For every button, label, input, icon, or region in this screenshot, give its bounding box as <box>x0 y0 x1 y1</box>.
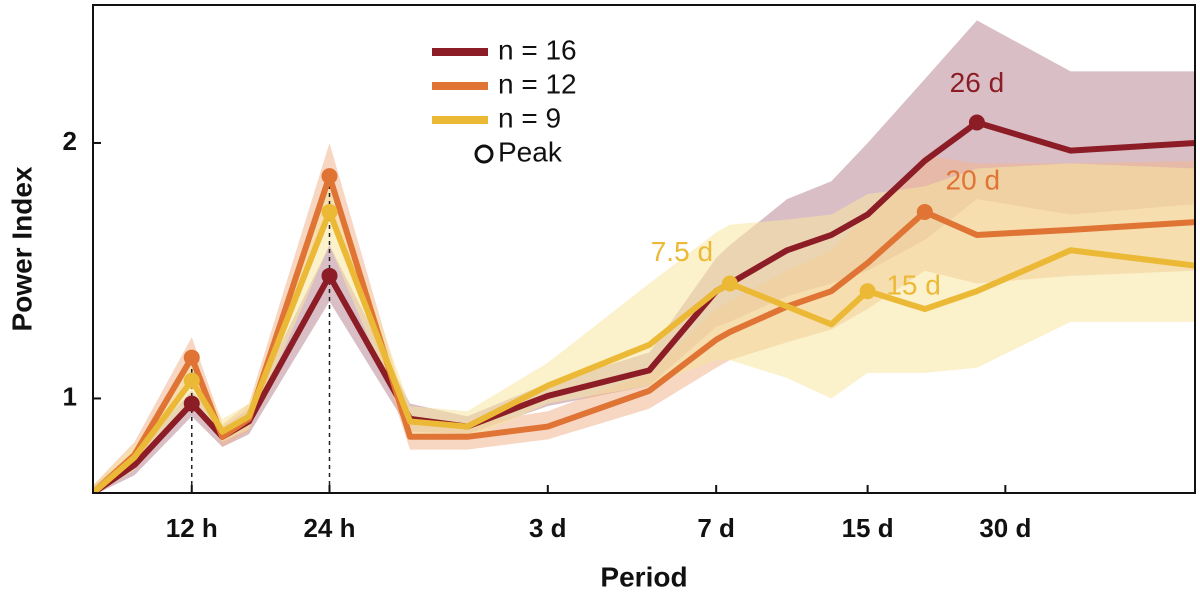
peak-marker <box>183 372 200 389</box>
peak-label: 15 d <box>886 270 941 301</box>
peak-marker <box>183 395 200 412</box>
legend-label: Peak <box>498 136 563 167</box>
peak-marker <box>321 168 338 185</box>
x-tick-label: 3 d <box>529 513 567 543</box>
peak-marker <box>916 203 933 220</box>
y-axis-title: Power Index <box>6 166 37 331</box>
x-tick-label: 30 d <box>979 513 1031 543</box>
legend-label: n = 16 <box>498 34 577 65</box>
legend-peak-marker <box>474 144 494 164</box>
x-tick-label: 24 h <box>303 513 355 543</box>
series-line <box>93 208 1195 493</box>
legend-label: n = 9 <box>498 102 561 133</box>
peak-label: 20 d <box>946 164 1001 195</box>
peak-label: 7.5 d <box>651 236 713 267</box>
plot-area <box>93 20 1195 493</box>
plot-frame <box>92 4 1196 494</box>
y-tick-label: 2 <box>63 126 77 156</box>
peak-marker <box>321 267 338 284</box>
peak-marker <box>721 275 738 292</box>
peak-marker <box>859 283 876 300</box>
confidence-band <box>93 163 1195 493</box>
x-tick-label: 15 d <box>842 513 894 543</box>
confidence-band <box>93 20 1195 493</box>
x-axis-title: Period <box>600 561 687 592</box>
peak-marker <box>183 349 200 366</box>
legend-label: n = 12 <box>498 68 577 99</box>
x-tick-label: 12 h <box>166 513 218 543</box>
y-tick-label: 1 <box>63 381 77 411</box>
x-tick-label: 7 d <box>697 513 735 543</box>
peak-label: 26 d <box>950 67 1005 98</box>
peak-marker <box>968 114 985 131</box>
peak-marker <box>321 203 338 220</box>
